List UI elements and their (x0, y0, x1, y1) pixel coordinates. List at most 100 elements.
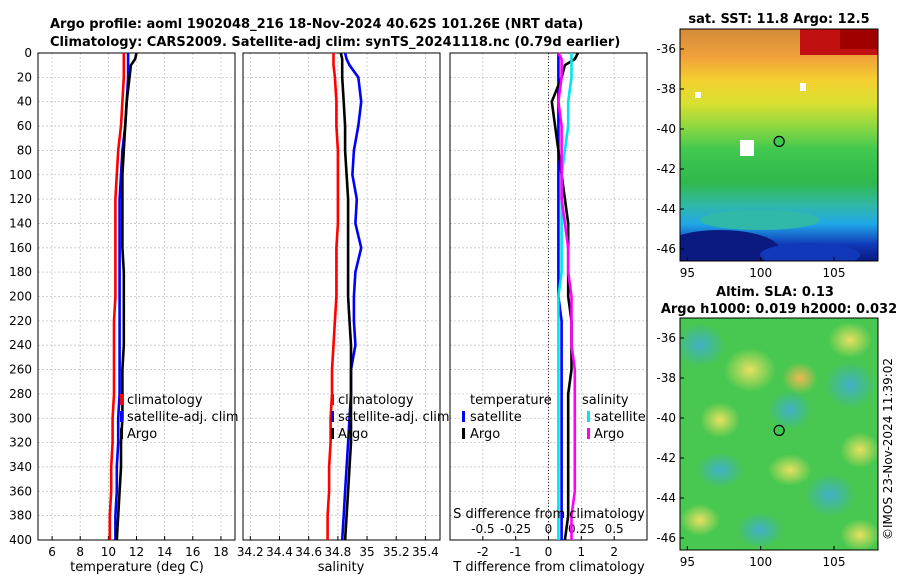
y-tick-label: 200 (9, 290, 32, 304)
sst-map (680, 29, 878, 261)
legend-swatch-satellite (120, 411, 123, 422)
sla-map (680, 318, 878, 550)
sla-low-blob (824, 361, 876, 409)
y-tick-label: 340 (9, 460, 32, 474)
y-tick-label: 40 (17, 95, 32, 109)
x-tick-label: 34.8 (324, 545, 351, 559)
copyright-stamp: ©IMOS 23-Nov-2024 11:39:02 (881, 358, 895, 540)
sst-title: sat. SST: 11.8 Argo: 12.5 (688, 12, 869, 27)
series-line-satellite-adj-clim (340, 52, 363, 541)
y-tick-label: 380 (9, 509, 32, 523)
y-tick-label: 20 (17, 70, 32, 84)
map-y-tick-label: -40 (656, 122, 676, 136)
sst-cloud-gap (695, 92, 701, 98)
x-tick-label: 34.2 (237, 545, 264, 559)
sst-cold-patch (680, 230, 780, 261)
legend-label-satellite: satellite-adj. clim (338, 410, 450, 425)
legend-swatch-climatology (120, 394, 123, 405)
sla-high-blob (828, 322, 872, 358)
map-y-tick-label: -42 (656, 162, 676, 176)
map-y-tick-label: -46 (656, 242, 676, 256)
sla-map-frame (679, 317, 879, 551)
sla-high-blob (724, 348, 776, 392)
map-y-tick-label: -44 (656, 202, 676, 216)
title-line-1: Argo profile: aoml 1902048_216 18-Nov-20… (50, 17, 583, 32)
temperature-legend: climatology satellite-adj. clim Argo (120, 393, 239, 442)
sst-map-frame (679, 28, 879, 262)
x-tick-label: 10 (101, 545, 116, 559)
t-difference-axis-label: T difference from climatology (452, 560, 645, 575)
legend-swatch-argo (120, 428, 123, 439)
x2-tick-label: 0.25 (568, 522, 595, 536)
sst-warm-patch (840, 29, 878, 49)
x-tick-label: -1 (510, 545, 522, 559)
x2-tick-label: 0 (545, 522, 553, 536)
legend-swatch-climatology (331, 394, 334, 405)
legend-label-satellite: satellite-adj. clim (127, 410, 239, 425)
x-tick-label: 34.6 (295, 545, 322, 559)
series-line-climatology (108, 53, 126, 540)
title-line-2: Climatology: CARS2009. Satellite-adj cli… (50, 35, 620, 50)
x-tick-label: 8 (76, 545, 84, 559)
x-tick-label: 35.2 (383, 545, 410, 559)
salinity-axis-label: salinity (318, 560, 365, 575)
map-x-tick-label: 95 (680, 555, 695, 569)
legend-swatch-argo (331, 428, 334, 439)
map-y-tick-label: -46 (656, 531, 676, 545)
y-tick-label: 240 (9, 338, 32, 352)
sla-high-blob (680, 504, 720, 536)
x-tick-label: 34.4 (266, 545, 293, 559)
sla-low-blob (736, 512, 784, 548)
map-x-tick-label: 100 (749, 555, 772, 569)
x-tick-label: 12 (129, 545, 144, 559)
sla-high-blob (768, 454, 812, 486)
legend-label-climatology: climatology (127, 393, 203, 408)
y-tick-label: 140 (9, 216, 32, 230)
series-line-climatology (326, 53, 340, 540)
x-tick-label: 35.4 (412, 545, 439, 559)
legend-label-argo: Argo (127, 427, 157, 442)
map-y-tick-label: -44 (656, 491, 676, 505)
legend-header-temperature: temperature (470, 393, 552, 408)
sla-low-blob (696, 452, 744, 488)
x-tick-label: -2 (477, 545, 489, 559)
legend-label-t-satellite: satellite (470, 410, 522, 425)
sla-high-blob (782, 362, 818, 394)
argo-float-marker (773, 424, 785, 436)
map-y-tick-label: -36 (656, 331, 676, 345)
x2-tick-label: -0.25 (500, 522, 531, 536)
y-tick-label: 120 (9, 192, 32, 206)
legend-header-salinity: salinity (582, 393, 629, 408)
sla-high-blob (840, 519, 878, 550)
sla-title-2: Argo h1000: 0.019 h2000: 0.032 (661, 302, 897, 317)
x-tick-label: 1 (578, 545, 586, 559)
sla-high-blob (840, 432, 878, 468)
y-tick-label: 400 (9, 533, 32, 547)
sst-cold-patch (760, 243, 860, 261)
x-tick-label: 35 (359, 545, 374, 559)
map-x-tick-label: 105 (823, 555, 846, 569)
sla-low-blob (768, 390, 812, 430)
legend-swatch-t-satellite (462, 411, 465, 422)
legend-label-climatology: climatology (338, 393, 414, 408)
legend-swatch-s-argo (587, 428, 590, 439)
sst-cool-patch (700, 210, 820, 230)
x-tick-label: 6 (48, 545, 56, 559)
map-y-tick-label: -38 (656, 371, 676, 385)
legend-swatch-satellite (331, 411, 334, 422)
series-line-argo (339, 52, 353, 541)
map-axes: 95 100 105 -36 -38 -40 -42 -44 -46 95 100 105 -36 -38… (656, 42, 845, 569)
y-tick-label: 100 (9, 168, 32, 182)
legend-label-s-argo: Argo (594, 427, 624, 442)
y-tick-label: 260 (9, 363, 32, 377)
sst-cloud-gap (740, 140, 754, 156)
y-tick-label: 180 (9, 265, 32, 279)
x-tick-label: 16 (185, 545, 200, 559)
difference-legend: temperature satellite Argo salinity sate… (462, 393, 646, 442)
x-tick-label: 0 (545, 545, 553, 559)
s-difference-axis-label: S difference from climatology (453, 507, 645, 522)
map-x-tick-label: 95 (680, 266, 695, 280)
y-tick-label: 160 (9, 241, 32, 255)
salinity-legend: climatology satellite-adj. clim Argo (331, 393, 450, 442)
legend-label-s-satellite: satellite (594, 410, 646, 425)
